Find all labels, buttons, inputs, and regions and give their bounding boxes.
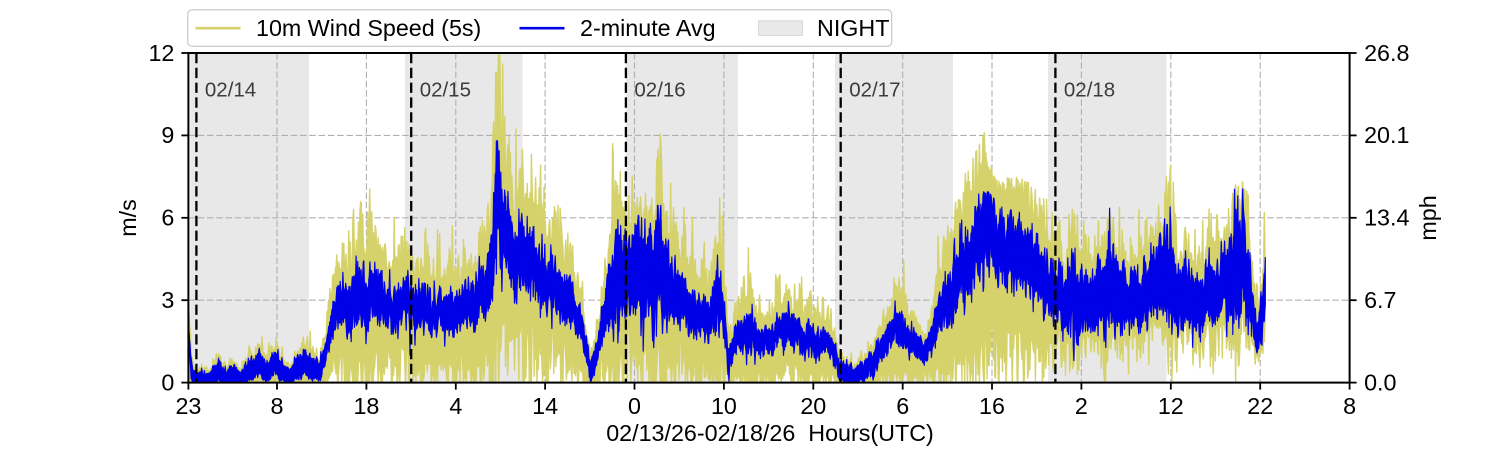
svg-text:02/18: 02/18 — [1064, 79, 1115, 102]
svg-text:NIGHT: NIGHT — [817, 15, 889, 41]
svg-text:02/16: 02/16 — [634, 79, 685, 102]
svg-text:02/17: 02/17 — [849, 79, 900, 102]
svg-text:14: 14 — [532, 393, 558, 419]
svg-text:20: 20 — [800, 393, 826, 419]
svg-text:3: 3 — [161, 287, 174, 313]
svg-text:26.8: 26.8 — [1364, 40, 1409, 66]
svg-text:12: 12 — [1158, 393, 1184, 419]
svg-text:02/13/26-02/18/26 Hours(UTC): 02/13/26-02/18/26 Hours(UTC) — [606, 420, 934, 446]
svg-text:8: 8 — [1343, 393, 1356, 419]
svg-text:0.0: 0.0 — [1364, 369, 1396, 395]
svg-text:6.7: 6.7 — [1364, 287, 1396, 313]
svg-text:16: 16 — [979, 393, 1005, 419]
svg-text:10m Wind Speed (5s): 10m Wind Speed (5s) — [256, 15, 481, 41]
svg-text:8: 8 — [271, 393, 284, 419]
svg-text:0: 0 — [628, 393, 641, 419]
svg-text:20.1: 20.1 — [1364, 122, 1409, 148]
svg-text:6: 6 — [896, 393, 909, 419]
svg-text:22: 22 — [1247, 393, 1273, 419]
svg-text:10: 10 — [711, 393, 737, 419]
svg-text:9: 9 — [161, 122, 174, 148]
svg-text:23: 23 — [175, 393, 201, 419]
svg-text:6: 6 — [161, 205, 174, 231]
svg-text:0: 0 — [161, 369, 174, 395]
svg-text:2: 2 — [1075, 393, 1088, 419]
svg-text:2-minute Avg: 2-minute Avg — [580, 15, 716, 41]
svg-text:18: 18 — [353, 393, 379, 419]
svg-text:mph: mph — [1415, 195, 1441, 240]
svg-text:4: 4 — [449, 393, 462, 419]
svg-text:13.4: 13.4 — [1364, 205, 1409, 231]
svg-text:m/s: m/s — [115, 199, 141, 237]
svg-text:02/14: 02/14 — [205, 79, 256, 102]
svg-text:02/15: 02/15 — [420, 79, 471, 102]
svg-text:12: 12 — [148, 40, 174, 66]
